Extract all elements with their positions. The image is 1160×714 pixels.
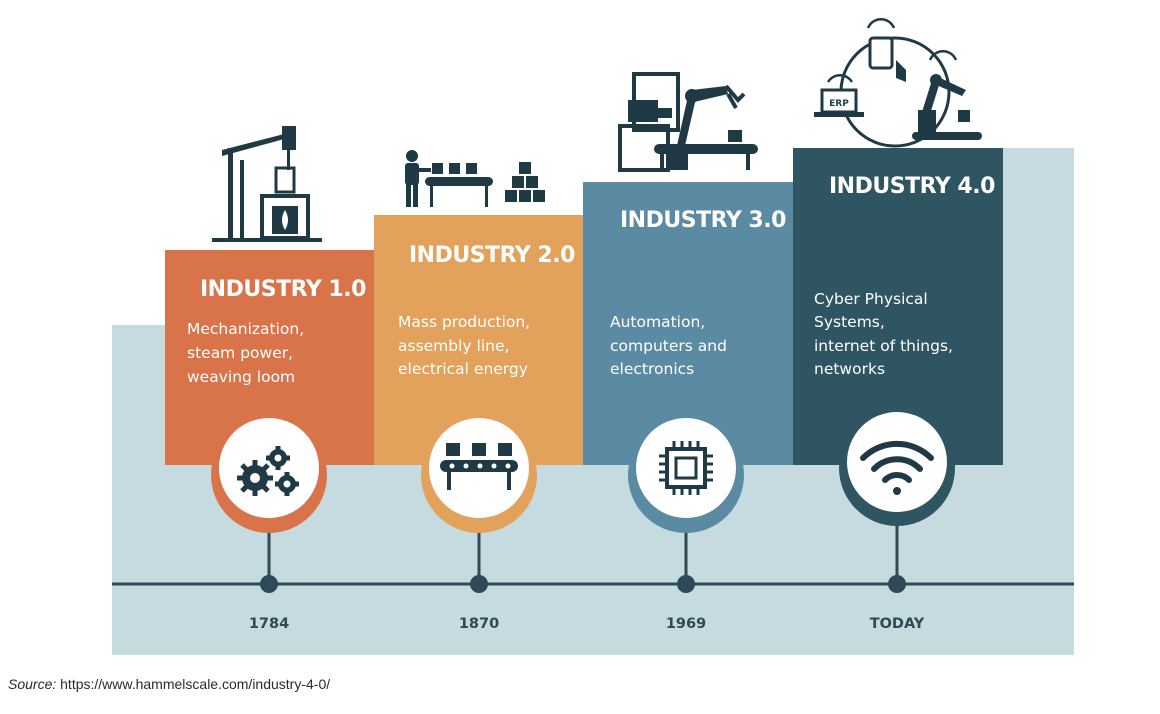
stage-2-desc-line-3: electrical energy: [398, 360, 528, 378]
assembly-line-illustration: [405, 150, 545, 207]
microchip-icon: [659, 441, 713, 495]
stage-3-desc-line-3: electronics: [610, 360, 694, 378]
stage-1-desc-line-2: steam power,: [187, 344, 293, 362]
source-url[interactable]: https://www.hammelscale.com/industry-4-0…: [60, 676, 331, 692]
background-panel: [112, 148, 1074, 655]
stage-1-icon-disc: [219, 418, 319, 518]
wifi-icon: [860, 440, 934, 495]
conveyor-belt-icon: [440, 443, 518, 490]
stage-1-year: 1784: [249, 616, 289, 632]
stage-2-desc-line-1: Mass production,: [398, 313, 530, 331]
steam-engine-illustration: [212, 126, 322, 242]
stage-4-title: INDUSTRY 4.0: [829, 174, 995, 199]
stage-industry-3: INDUSTRY 3.0 Automation, computers and e…: [583, 72, 793, 632]
stage-industry-2: INDUSTRY 2.0 Mass production, assembly l…: [374, 150, 583, 632]
stage-3-icon-disc: [636, 418, 736, 518]
stage-1-timeline-dot: [260, 575, 278, 593]
stage-3-timeline-dot: [677, 575, 695, 593]
source-caption: Source: https://www.hammelscale.com/indu…: [8, 676, 330, 692]
stage-2-timeline-dot: [470, 575, 488, 593]
stage-2-title: INDUSTRY 2.0: [409, 243, 575, 268]
stage-1-desc-line-1: Mechanization,: [187, 320, 304, 338]
stage-industry-4: INDUSTRY 4.0 Cyber Physical Systems, int…: [793, 18, 1003, 632]
stage-4-desc-line-3: internet of things,: [814, 337, 953, 355]
robot-arm-computer-illustration: [618, 72, 758, 172]
stage-4-year: TODAY: [870, 616, 925, 632]
erp-label: ERP: [829, 99, 849, 109]
stage-3-desc-line-1: Automation,: [610, 313, 705, 331]
stage-2-desc-line-2: assembly line,: [398, 337, 509, 355]
stage-industry-1: INDUSTRY 1.0 Mechanization, steam power,…: [165, 126, 374, 632]
source-label: Source:: [8, 676, 57, 692]
stage-4-desc-line-4: networks: [814, 360, 885, 378]
stage-2-year: 1870: [459, 616, 499, 632]
stage-3-desc-line-2: computers and: [610, 337, 727, 355]
stage-3-year: 1969: [666, 616, 706, 632]
stage-4-desc-line-1: Cyber Physical: [814, 290, 928, 308]
connected-factory-illustration: ERP: [814, 18, 982, 148]
gears-icon: [237, 446, 299, 496]
stage-4-timeline-dot: [888, 575, 906, 593]
stage-4-desc-line-2: Systems,: [814, 313, 885, 331]
stage-1-title: INDUSTRY 1.0: [200, 277, 366, 302]
stage-1-desc-line-3: weaving loom: [187, 368, 295, 386]
stage-3-title: INDUSTRY 3.0: [620, 208, 786, 233]
